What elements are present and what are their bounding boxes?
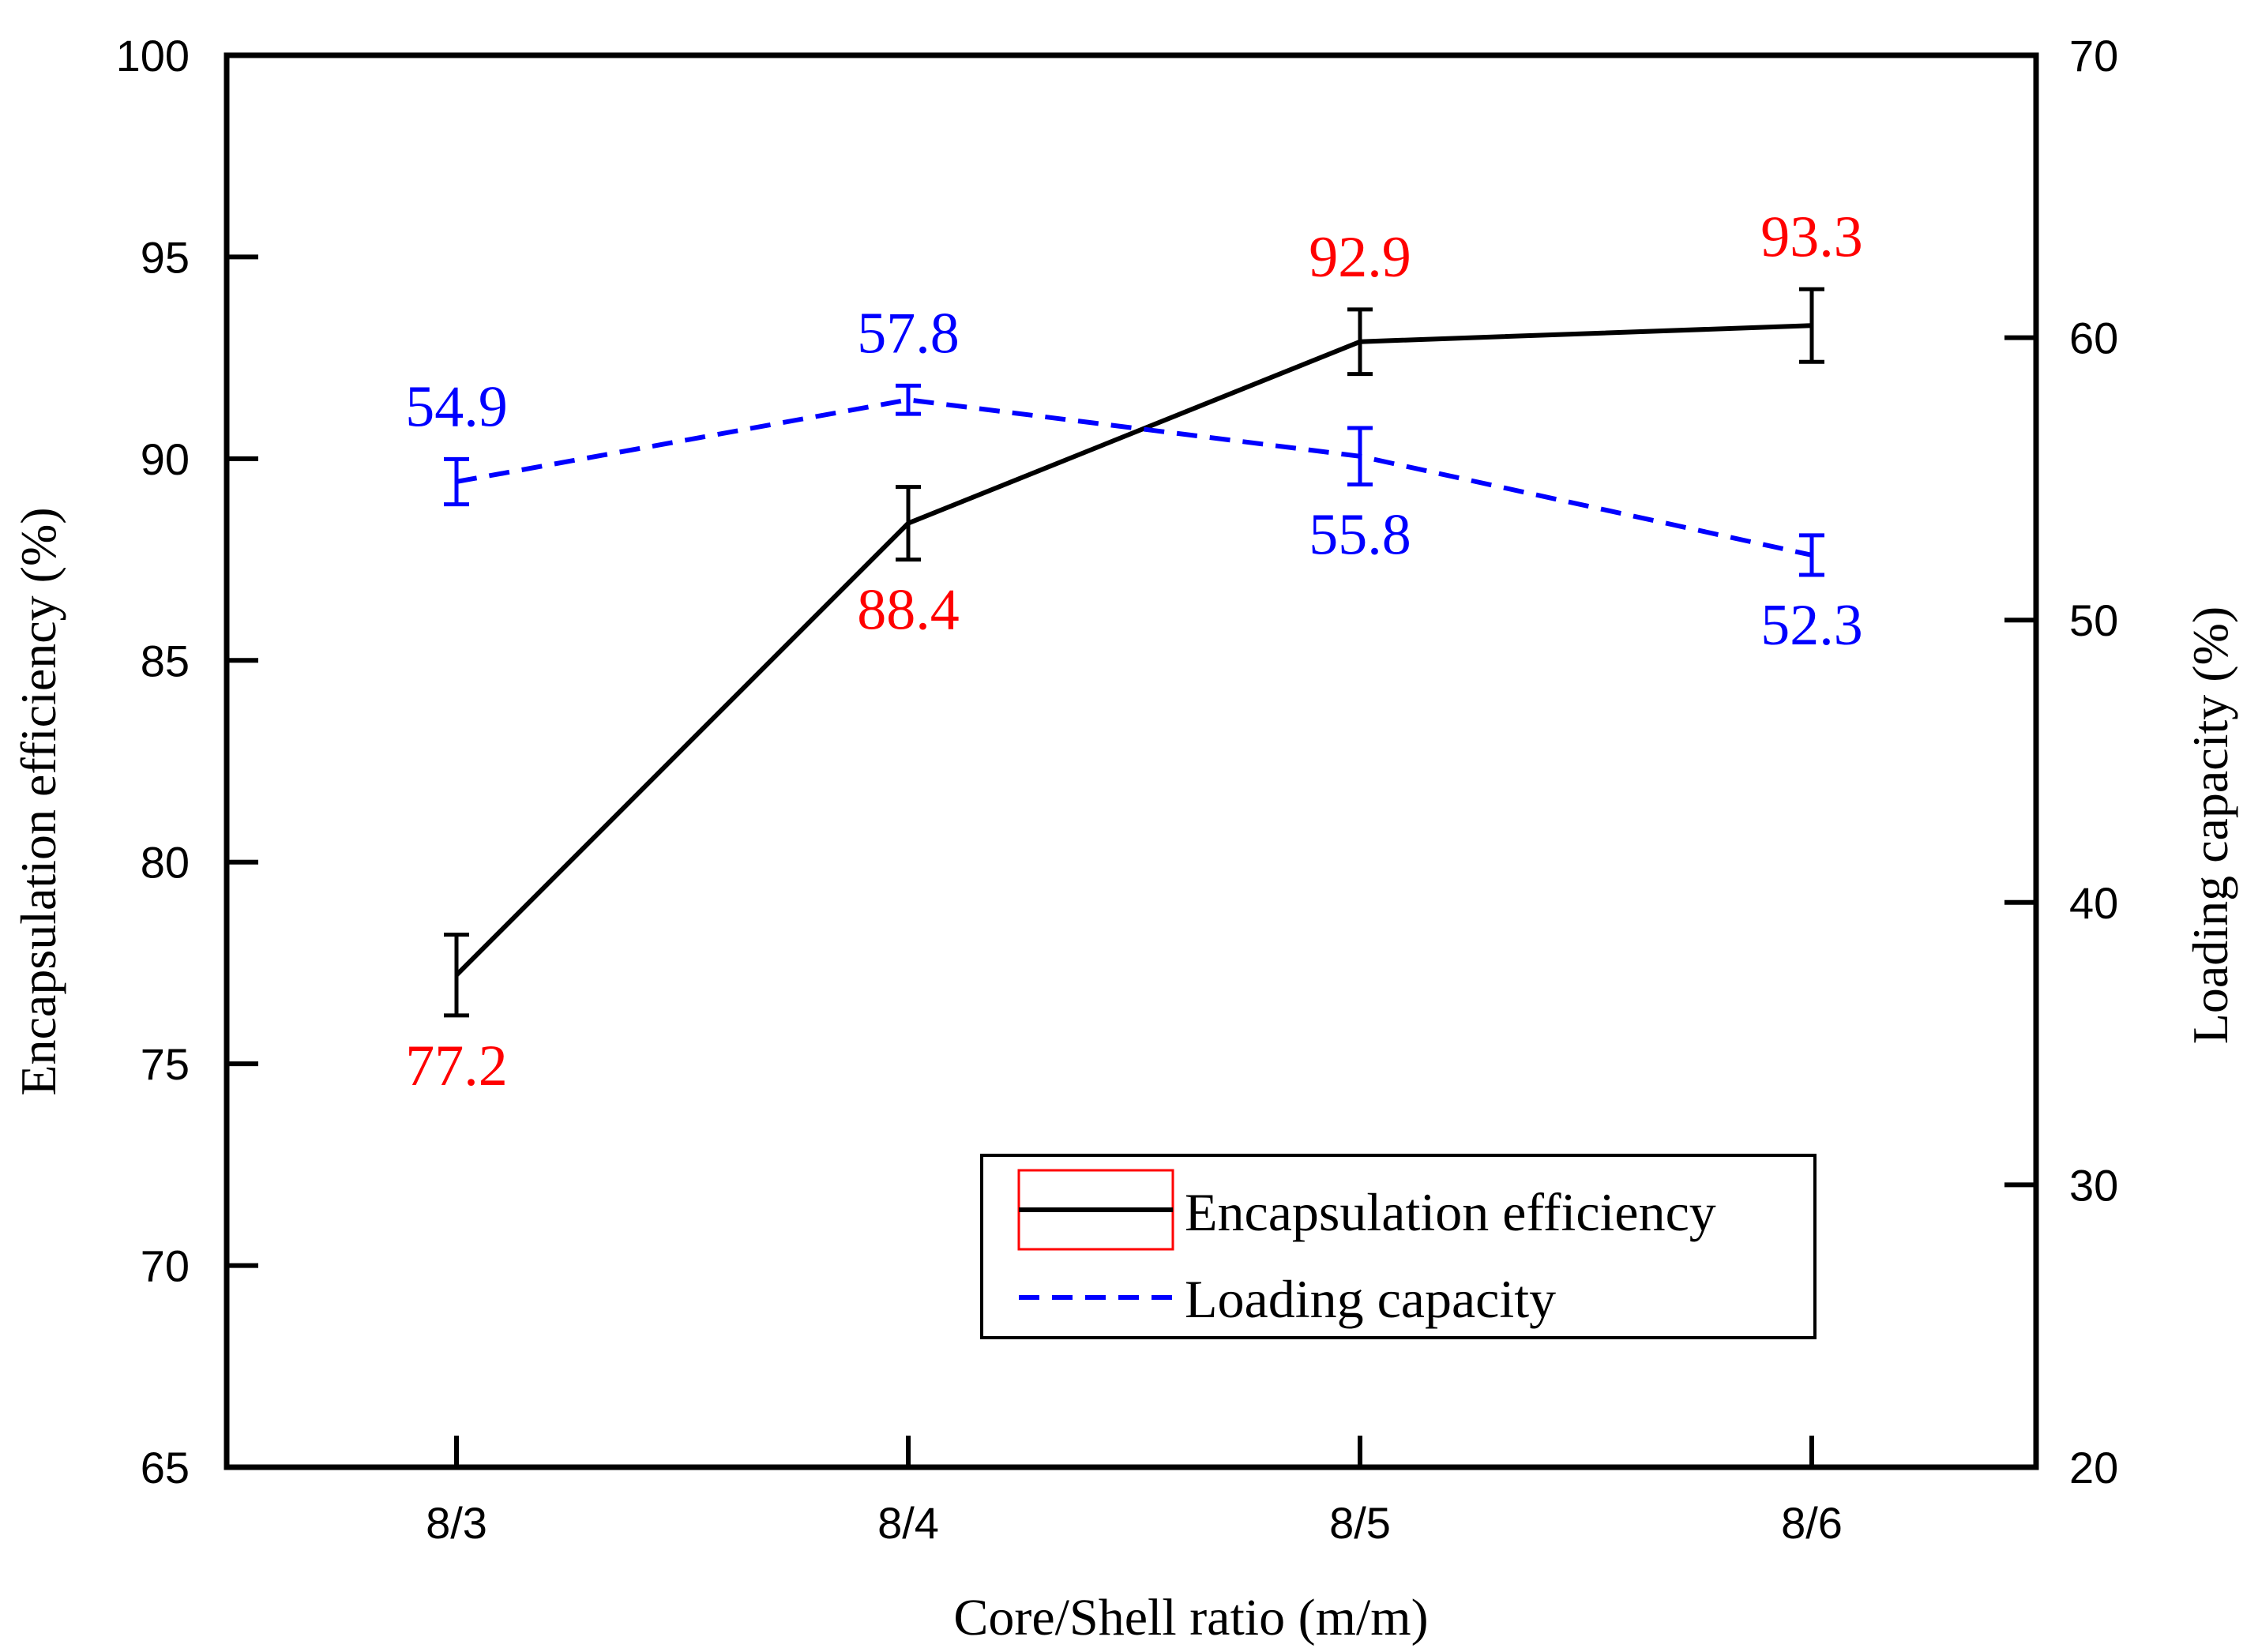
y-tick-label: 80 (141, 838, 190, 888)
error-bar-encapsulation-efficiency (444, 933, 469, 1018)
error-bar-loading-capacity (1799, 533, 1824, 577)
x-axis-title: Core/Shell ratio (m/m) (953, 1589, 1428, 1646)
error-bar-encapsulation-efficiency (1347, 307, 1373, 377)
data-label-encapsulation-efficiency: 92.9 (1309, 225, 1411, 290)
data-label-encapsulation-efficiency: 93.3 (1760, 205, 1863, 269)
x-tick-label: 8/5 (1329, 1498, 1391, 1548)
error-bar-loading-capacity (1347, 426, 1373, 487)
error-bar-encapsulation-efficiency (896, 485, 921, 562)
series-line-encapsulation-efficiency (454, 323, 1813, 977)
x-tick-label: 8/3 (426, 1498, 487, 1548)
data-label-encapsulation-efficiency: 88.4 (857, 578, 960, 643)
y-tick-label: 100 (116, 31, 190, 81)
x-tick-label: 8/6 (1781, 1498, 1843, 1548)
y2-tick-label: 40 (2069, 878, 2118, 928)
y2-tick-label: 30 (2069, 1160, 2118, 1210)
y2-tick-label: 70 (2069, 31, 2118, 81)
plot-frame (224, 52, 2039, 1470)
y2-tick-label: 50 (2069, 595, 2118, 645)
y-tick-label: 95 (141, 232, 190, 282)
series-line-loading-capacity (456, 397, 1813, 558)
legend-box (980, 1154, 1817, 1339)
data-label-loading-capacity: 54.9 (405, 374, 508, 439)
data-label-loading-capacity: 55.8 (1309, 503, 1411, 568)
y-axis-title: Encapsulation efficiency (%) (10, 507, 66, 1095)
y-tick-label: 85 (141, 636, 190, 685)
legend: Encapsulation efficiency Loading capacit… (980, 1154, 1817, 1339)
y-tick-label: 70 (141, 1241, 190, 1291)
error-bar-loading-capacity (444, 456, 469, 507)
error-bar-encapsulation-efficiency (1799, 287, 1824, 364)
legend-label-encapsulation: Encapsulation efficiency (1185, 1182, 1716, 1242)
data-label-loading-capacity: 52.3 (1760, 593, 1863, 658)
data-label-encapsulation-efficiency: 77.2 (405, 1034, 508, 1098)
legend-label-loading: Loading capacity (1185, 1269, 1556, 1329)
y2-axis-title: Loading capacity (%) (2182, 606, 2238, 1044)
error-bar-loading-capacity (896, 383, 921, 416)
y-tick-label: 75 (141, 1039, 190, 1089)
y2-tick-label: 60 (2069, 314, 2118, 363)
data-label-loading-capacity: 57.8 (857, 301, 960, 366)
x-tick-label: 8/4 (877, 1498, 939, 1548)
y-tick-label: 65 (141, 1443, 190, 1492)
y-tick-label: 90 (141, 434, 190, 484)
y2-tick-label: 20 (2069, 1443, 2118, 1492)
